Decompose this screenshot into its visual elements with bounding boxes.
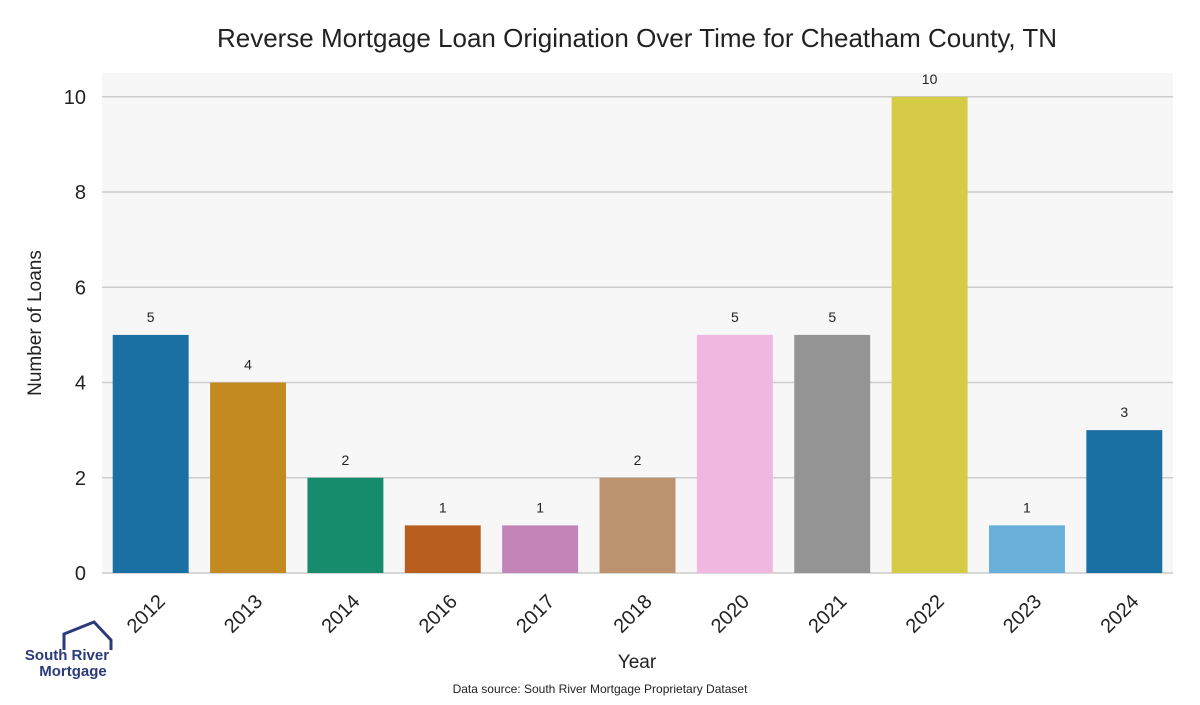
data-label-2018: 2 xyxy=(634,452,642,468)
y-tick-label: 0 xyxy=(75,563,86,585)
bars xyxy=(112,96,1163,574)
bar-2013 xyxy=(210,382,287,573)
logo-line-2: Mortgage xyxy=(39,663,107,680)
bar-2022 xyxy=(891,96,968,574)
y-tick-label: 2 xyxy=(75,468,86,490)
data-source-note: Data source: South River Mortgage Propri… xyxy=(453,682,748,696)
x-axis-label: Year xyxy=(618,652,657,673)
bar-2012 xyxy=(112,334,189,573)
data-label-2023: 1 xyxy=(1023,499,1031,515)
bar-2021 xyxy=(794,334,871,573)
chart-title: Reverse Mortgage Loan Origination Over T… xyxy=(217,23,1057,53)
bar-2024 xyxy=(1086,430,1163,573)
data-label-2014: 2 xyxy=(342,452,350,468)
x-tick-label: 2017 xyxy=(512,591,559,638)
house-icon xyxy=(62,620,113,650)
x-tick-label: 2016 xyxy=(415,591,462,638)
data-label-2020: 5 xyxy=(731,309,739,325)
bar-2018 xyxy=(599,477,676,573)
data-label-2017: 1 xyxy=(536,499,544,515)
data-label-2024: 3 xyxy=(1120,404,1128,420)
y-axis-label: Number of Loans xyxy=(25,250,46,396)
x-tick-label: 2021 xyxy=(804,591,851,638)
bar-2017 xyxy=(502,525,579,573)
data-label-2022: 10 xyxy=(922,71,938,87)
logo: South River Mortgage xyxy=(25,620,113,680)
x-tick-label: 2013 xyxy=(220,591,267,638)
logo-line-1: South River xyxy=(25,647,109,664)
y-axis-ticks: 0 2 4 6 8 10 xyxy=(64,87,86,585)
bar-2014 xyxy=(307,477,384,573)
x-tick-label: 2014 xyxy=(318,591,365,638)
bar-2020 xyxy=(696,334,773,573)
data-label-2012: 5 xyxy=(147,309,155,325)
y-tick-label: 8 xyxy=(75,182,86,204)
x-tick-label: 2020 xyxy=(707,591,754,638)
y-tick-label: 4 xyxy=(75,373,86,395)
y-tick-label: 10 xyxy=(64,87,86,109)
x-axis-ticks: 2012 2013 2014 2016 2017 2018 2020 2021 2022 2023… xyxy=(123,591,1144,638)
bar-2016 xyxy=(404,525,481,573)
x-tick-label: 2024 xyxy=(1096,591,1143,638)
data-labels: 5 4 2 1 1 2 5 5 10 1 3 xyxy=(147,71,1129,516)
x-tick-label: 2018 xyxy=(610,591,657,638)
x-tick-label: 2023 xyxy=(999,591,1046,638)
data-label-2013: 4 xyxy=(244,357,252,373)
x-tick-label: 2012 xyxy=(123,591,170,638)
x-tick-label: 2022 xyxy=(902,591,949,638)
bar-2023 xyxy=(988,525,1065,573)
data-label-2016: 1 xyxy=(439,499,447,515)
y-tick-label: 6 xyxy=(75,277,86,299)
data-label-2021: 5 xyxy=(828,309,836,325)
